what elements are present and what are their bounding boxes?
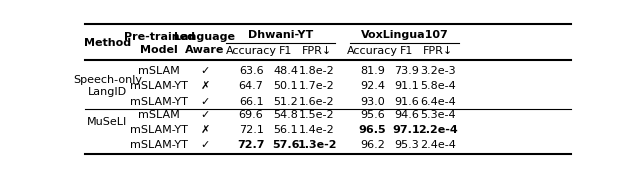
Text: 5.8e-4: 5.8e-4: [420, 81, 456, 91]
Text: 2.2e-4: 2.2e-4: [418, 125, 458, 135]
Text: Dhwani-YT: Dhwani-YT: [248, 30, 314, 40]
Text: 1.7e-2: 1.7e-2: [300, 81, 335, 91]
Text: ✓: ✓: [200, 66, 210, 76]
Text: Accuracy: Accuracy: [226, 46, 276, 56]
Text: FPR↓: FPR↓: [302, 46, 332, 56]
Text: 1.3e-2: 1.3e-2: [298, 140, 337, 150]
Text: 6.4e-4: 6.4e-4: [420, 97, 456, 107]
Text: ✓: ✓: [200, 110, 210, 120]
Text: 97.1: 97.1: [392, 125, 420, 135]
Text: Method: Method: [84, 38, 131, 48]
Text: ✗: ✗: [200, 81, 210, 91]
Text: MuSeLI: MuSeLI: [87, 117, 127, 127]
Text: 81.9: 81.9: [360, 66, 385, 76]
Text: 73.9: 73.9: [394, 66, 419, 76]
Text: 96.5: 96.5: [359, 125, 387, 135]
Text: 57.6: 57.6: [272, 140, 300, 150]
Text: 95.3: 95.3: [394, 140, 419, 150]
Text: mSLAM-YT: mSLAM-YT: [131, 81, 188, 91]
Text: 3.2e-3: 3.2e-3: [420, 66, 456, 76]
Text: 50.1: 50.1: [273, 81, 298, 91]
Text: 1.8e-2: 1.8e-2: [300, 66, 335, 76]
Text: ✓: ✓: [200, 140, 210, 150]
Text: F1: F1: [400, 46, 413, 56]
Text: FPR↓: FPR↓: [423, 46, 453, 56]
Text: Speech-only
LangID: Speech-only LangID: [73, 75, 142, 97]
Text: 64.7: 64.7: [239, 81, 264, 91]
Text: 72.7: 72.7: [237, 140, 265, 150]
Text: 92.4: 92.4: [360, 81, 385, 91]
Text: 1.4e-2: 1.4e-2: [300, 125, 335, 135]
Text: 2.4e-4: 2.4e-4: [420, 140, 456, 150]
Text: Pre-trained
Model: Pre-trained Model: [124, 32, 195, 55]
Text: Accuracy: Accuracy: [347, 46, 398, 56]
Text: F1: F1: [279, 46, 292, 56]
Text: mSLAM-YT: mSLAM-YT: [131, 140, 188, 150]
Text: 51.2: 51.2: [273, 97, 298, 107]
Text: VoxLingua107: VoxLingua107: [361, 30, 449, 40]
Text: 69.6: 69.6: [239, 110, 264, 120]
Text: 93.0: 93.0: [360, 97, 385, 107]
Text: Language
Aware: Language Aware: [175, 32, 236, 55]
Text: 56.1: 56.1: [273, 125, 298, 135]
Text: 48.4: 48.4: [273, 66, 298, 76]
Text: 1.6e-2: 1.6e-2: [300, 97, 335, 107]
Text: 63.6: 63.6: [239, 66, 264, 76]
Text: mSLAM-YT: mSLAM-YT: [131, 97, 188, 107]
Text: 91.6: 91.6: [394, 97, 419, 107]
Text: 54.8: 54.8: [273, 110, 298, 120]
Text: 94.6: 94.6: [394, 110, 419, 120]
Text: 72.1: 72.1: [239, 125, 264, 135]
Text: 91.1: 91.1: [394, 81, 419, 91]
Text: mSLAM: mSLAM: [138, 110, 180, 120]
Text: 5.3e-4: 5.3e-4: [420, 110, 456, 120]
Text: mSLAM: mSLAM: [138, 66, 180, 76]
Text: 66.1: 66.1: [239, 97, 264, 107]
Text: ✓: ✓: [200, 97, 210, 107]
Text: mSLAM-YT: mSLAM-YT: [131, 125, 188, 135]
Text: 1.5e-2: 1.5e-2: [300, 110, 335, 120]
Text: 96.2: 96.2: [360, 140, 385, 150]
Text: ✗: ✗: [200, 125, 210, 135]
Text: 95.6: 95.6: [360, 110, 385, 120]
